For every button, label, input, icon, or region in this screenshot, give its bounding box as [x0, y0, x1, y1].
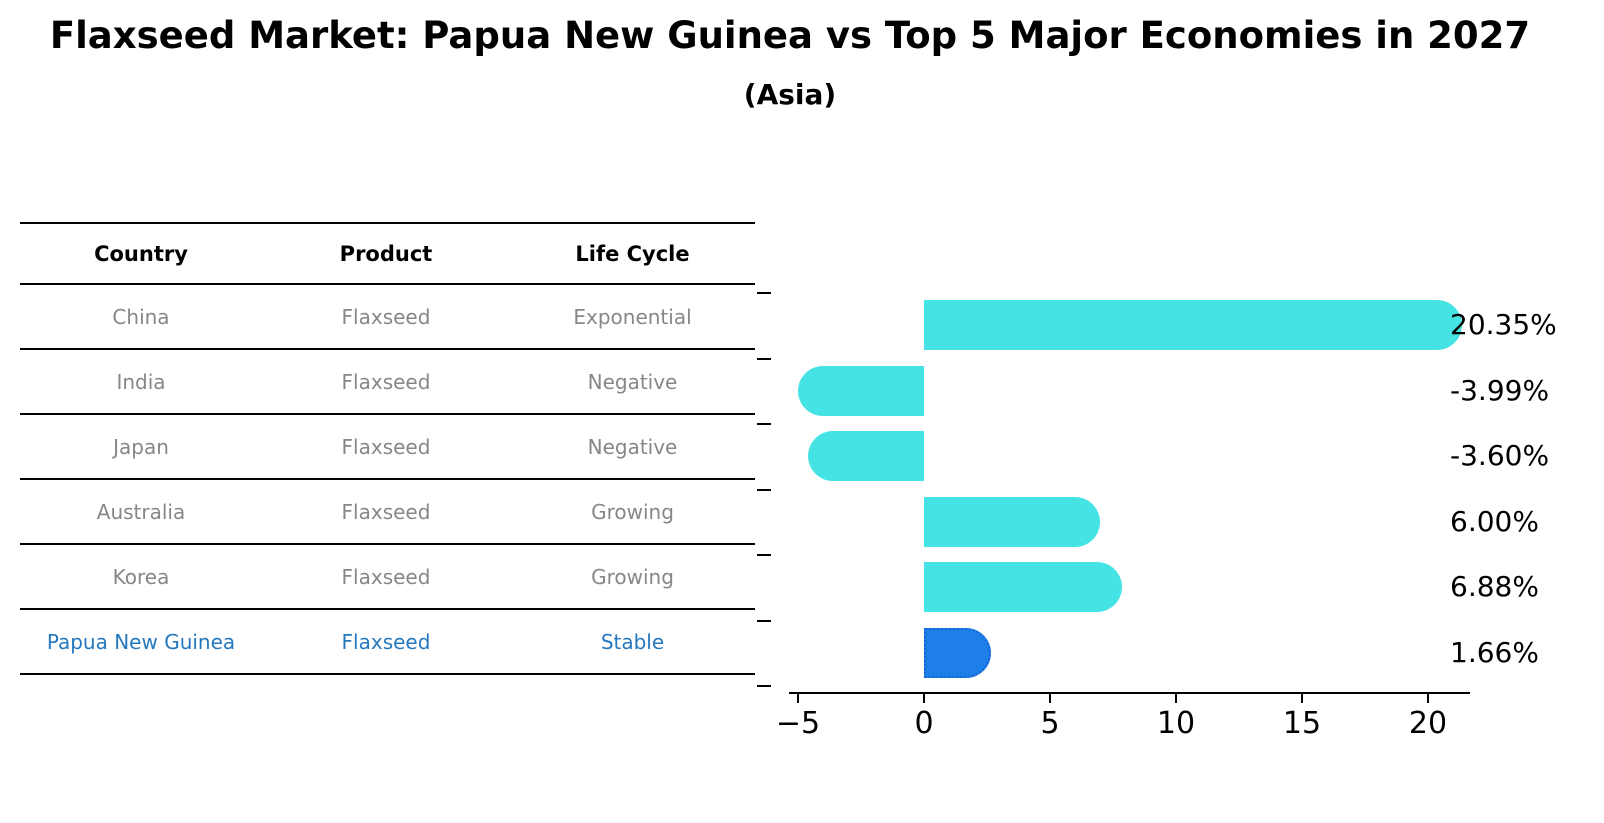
x-tick-label: 5: [1040, 706, 1060, 741]
value-label: 6.00%: [1450, 505, 1539, 538]
y-tick: [757, 685, 771, 687]
x-axis-line: [789, 692, 1470, 694]
x-tick: [1049, 694, 1051, 703]
value-label: 6.88%: [1450, 570, 1539, 603]
cell-life-cycle: Stable: [600, 629, 665, 654]
header-product: Product: [339, 241, 433, 266]
cell-country: Korea: [112, 564, 170, 589]
bar-australia: [924, 497, 1100, 547]
table-row: China Flaxseed Exponential: [20, 285, 755, 350]
cell-country: Japan: [113, 434, 169, 459]
table-row: Japan Flaxseed Negative: [20, 415, 755, 480]
cell-product: Flaxseed: [341, 434, 431, 459]
value-label: 20.35%: [1450, 308, 1557, 341]
x-tick-label: 10: [1156, 706, 1196, 741]
cell-life-cycle: Growing: [591, 499, 674, 524]
cell-product: Flaxseed: [341, 499, 431, 524]
header-life-cycle: Life Cycle: [575, 241, 690, 266]
y-tick: [757, 554, 771, 556]
header-country: Country: [94, 241, 188, 266]
cell-product: Flaxseed: [341, 629, 431, 654]
x-tick-label: 20: [1408, 706, 1448, 741]
table-row: Papua New Guinea Flaxseed Stable: [20, 610, 755, 675]
x-tick-label: −5: [775, 706, 821, 741]
y-tick: [757, 423, 771, 425]
cell-product: Flaxseed: [341, 369, 431, 394]
x-tick: [1427, 694, 1429, 703]
bar-korea: [924, 562, 1122, 612]
cell-country: Australia: [96, 499, 186, 524]
bar-china: [924, 300, 1462, 350]
value-label: 1.66%: [1450, 636, 1539, 669]
table-header-row: Country Product Life Cycle: [20, 224, 755, 285]
page-title: Flaxseed Market: Papua New Guinea vs Top…: [49, 14, 1531, 57]
bar-japan: [808, 431, 924, 481]
value-label: -3.60%: [1450, 439, 1550, 472]
cell-life-cycle: Growing: [591, 564, 674, 589]
cell-country: Papua New Guinea: [46, 629, 236, 654]
cell-country: China: [112, 304, 170, 329]
x-tick: [1175, 694, 1177, 703]
y-tick: [757, 489, 771, 491]
x-tick: [797, 694, 799, 703]
bar-india: [798, 366, 924, 416]
x-tick-label: 15: [1282, 706, 1322, 741]
x-tick: [1301, 694, 1303, 703]
x-tick: [923, 694, 925, 703]
bar-papua-new-guinea: [924, 628, 991, 678]
cell-life-cycle: Negative: [587, 434, 678, 459]
data-table-body: China Flaxseed Exponential India Flaxseed Neg…: [20, 285, 755, 675]
cell-life-cycle: Negative: [587, 369, 678, 394]
y-tick: [757, 358, 771, 360]
y-tick: [757, 620, 771, 622]
table-row: India Flaxseed Negative: [20, 350, 755, 415]
data-table: Country Product Life Cycle China Flaxseed…: [20, 222, 755, 675]
cell-product: Flaxseed: [341, 304, 431, 329]
cell-product: Flaxseed: [341, 564, 431, 589]
value-label: -3.99%: [1450, 374, 1550, 407]
x-tick-label: 0: [914, 706, 934, 741]
page-subtitle: (Asia): [743, 78, 837, 111]
table-row: Australia Flaxseed Growing: [20, 480, 755, 545]
cell-life-cycle: Exponential: [573, 304, 692, 329]
table-row: Korea Flaxseed Growing: [20, 545, 755, 610]
cell-country: India: [116, 369, 166, 394]
y-tick: [757, 292, 771, 294]
